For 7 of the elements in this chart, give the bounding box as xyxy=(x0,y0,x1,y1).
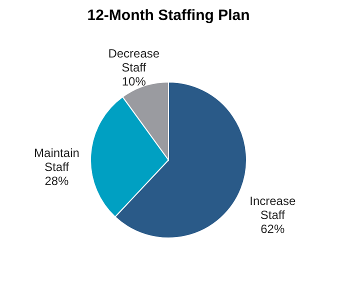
chart-title: 12-Month Staffing Plan xyxy=(87,7,250,24)
data-label: 62% xyxy=(260,222,285,236)
slice-label: Decrease Staff xyxy=(108,46,160,74)
data-label: 28% xyxy=(44,174,70,188)
slice-label: Increase Staff xyxy=(250,194,296,222)
data-label: 10% xyxy=(122,74,146,88)
slice-label: Maintain Staff xyxy=(34,146,80,174)
